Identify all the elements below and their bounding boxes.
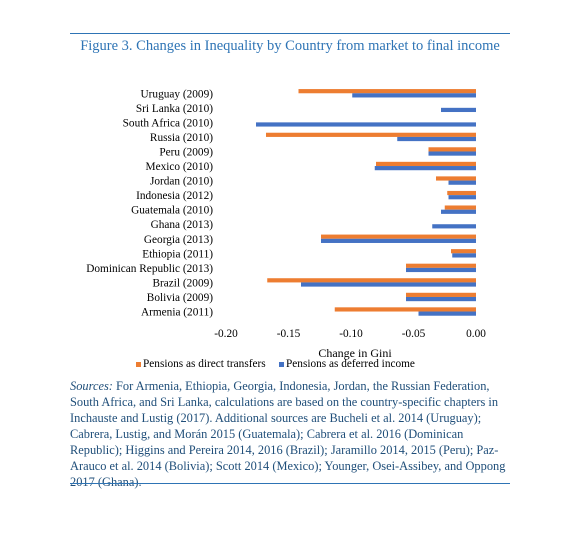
- category-label: Indonesia (2012): [136, 190, 213, 202]
- bar-deferred-income: [441, 107, 476, 113]
- bar-direct-transfers: [266, 132, 476, 137]
- x-tick-label: -0.20: [214, 328, 238, 340]
- bar-deferred-income: [256, 122, 476, 127]
- legend-label-direct: Pensions as direct transfers: [143, 358, 266, 370]
- x-tick-label: 0.00: [466, 328, 486, 340]
- x-tick-label: -0.05: [402, 328, 426, 340]
- bar-deferred-income: [432, 224, 476, 229]
- category-label: Peru (2009): [159, 146, 213, 158]
- bar-deferred-income: [452, 253, 476, 258]
- bar-deferred-income: [406, 296, 476, 302]
- bar-deferred-income: [418, 311, 476, 316]
- bar-direct-transfers: [334, 307, 476, 312]
- bar-direct-transfers: [428, 147, 476, 152]
- sources-text: For Armenia, Ethiopia, Georgia, Indonesi…: [70, 379, 506, 489]
- category-label: Russia (2010): [150, 132, 213, 144]
- sources-note: Sources: For Armenia, Ethiopia, Georgia,…: [70, 378, 510, 490]
- category-label: Uruguay (2009): [141, 88, 214, 100]
- legend-swatch-direct: [136, 362, 141, 367]
- bar-direct-transfers: [451, 249, 476, 254]
- category-label: Brazil (2009): [152, 277, 213, 289]
- bar-direct-transfers: [447, 190, 476, 196]
- bar-direct-transfers: [406, 292, 476, 297]
- bar-direct-transfers: [436, 176, 476, 181]
- bar-direct-transfers: [298, 89, 476, 94]
- bar-deferred-income: [397, 136, 476, 142]
- figure-top-rule: [70, 33, 510, 34]
- bar-deferred-income: [441, 209, 476, 214]
- bar-deferred-income: [374, 166, 476, 171]
- figure-title: Figure 3. Changes in Inequality by Count…: [80, 38, 500, 54]
- bar-deferred-income: [301, 282, 476, 287]
- category-label: Mexico (2010): [146, 161, 214, 173]
- bar-deferred-income: [448, 195, 476, 200]
- bar-deferred-income: [352, 93, 476, 98]
- x-tick-label: -0.10: [339, 328, 363, 340]
- bar-deferred-income: [448, 180, 476, 185]
- bar-deferred-income: [428, 151, 476, 156]
- bar-direct-transfers: [376, 161, 476, 167]
- legend-label-deferred: Pensions as deferred income: [286, 358, 415, 370]
- category-label: Dominican Republic (2013): [86, 263, 213, 275]
- category-label: Jordan (2010): [150, 176, 213, 188]
- category-label: South Africa (2010): [123, 117, 214, 129]
- legend-swatch-deferred: [279, 362, 284, 367]
- bar-direct-transfers: [321, 234, 476, 239]
- category-label: Sri Lanka (2010): [136, 103, 213, 115]
- bar-direct-transfers: [267, 278, 476, 283]
- category-label: Armenia (2011): [141, 307, 213, 319]
- x-tick-label: -0.15: [277, 328, 301, 340]
- figure-bottom-rule: [70, 483, 510, 484]
- x-axis-label: Change in Gini: [318, 346, 392, 360]
- category-label: Bolivia (2009): [147, 292, 213, 304]
- category-label: Guatemala (2010): [131, 205, 213, 217]
- bar-direct-transfers: [444, 205, 476, 210]
- category-label: Ethiopia (2011): [142, 248, 213, 260]
- bar-deferred-income: [406, 267, 476, 273]
- category-label: Georgia (2013): [144, 234, 213, 246]
- category-label: Ghana (2013): [151, 219, 214, 231]
- bar-direct-transfers: [406, 263, 476, 268]
- bar-deferred-income: [321, 238, 476, 243]
- sources-label: Sources:: [70, 379, 113, 393]
